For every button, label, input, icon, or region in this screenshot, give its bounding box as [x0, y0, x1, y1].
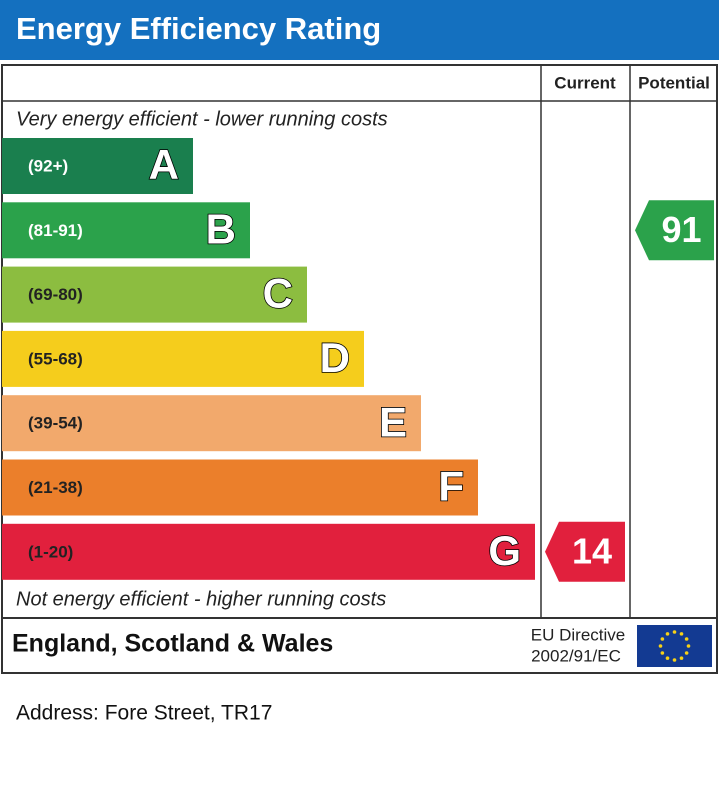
potential-score: 91 — [661, 209, 701, 250]
eu-star — [660, 637, 665, 641]
potential-header: Potential — [638, 73, 710, 92]
directive: EU Directive — [531, 625, 625, 644]
title: Energy Efficiency Rating — [16, 11, 381, 46]
band-bar — [2, 202, 250, 259]
band-range: (81-91) — [28, 221, 83, 240]
band-range: (55-68) — [28, 349, 83, 368]
band-letter: E — [379, 398, 407, 445]
band-range: (92+) — [28, 156, 68, 175]
eu-star — [665, 656, 670, 660]
band-bar — [2, 459, 478, 516]
eu-star — [660, 651, 665, 655]
top-note: Very energy efficient - lower running co… — [16, 108, 388, 130]
band-letter: G — [488, 527, 521, 574]
directive: 2002/91/EC — [531, 646, 621, 665]
eu-star — [665, 632, 670, 636]
eu-star — [672, 630, 677, 634]
eu-star — [679, 632, 684, 636]
band-bar — [2, 138, 193, 194]
band-bar — [2, 395, 421, 452]
eu-star — [684, 637, 689, 641]
band-letter: B — [206, 205, 236, 252]
band-bar — [2, 330, 364, 387]
band-letter: C — [263, 270, 293, 317]
band-letter: F — [438, 463, 464, 510]
band-range: (39-54) — [28, 414, 83, 433]
region: England, Scotland & Wales — [12, 630, 333, 658]
eu-star — [658, 644, 663, 648]
potential-arrow — [635, 200, 714, 261]
title-bar — [0, 0, 719, 60]
current-score: 14 — [572, 530, 612, 571]
band-bar — [2, 266, 307, 323]
current-header: Current — [554, 73, 616, 92]
band-range: (1-20) — [28, 542, 73, 561]
band-range: (69-80) — [28, 285, 83, 304]
band-range: (21-38) — [28, 478, 83, 497]
address: Address: Fore Street, TR17 — [16, 702, 272, 725]
current-arrow — [545, 521, 625, 582]
eu-star — [672, 658, 677, 662]
eu-star — [684, 651, 689, 655]
eu-stars — [658, 630, 691, 662]
band-letter: D — [320, 334, 350, 381]
eu-star — [679, 656, 684, 660]
bottom-note: Not energy efficient - higher running co… — [16, 588, 386, 610]
band-letter: A — [149, 141, 179, 188]
band-bar — [2, 523, 535, 580]
eu-star — [686, 644, 691, 648]
